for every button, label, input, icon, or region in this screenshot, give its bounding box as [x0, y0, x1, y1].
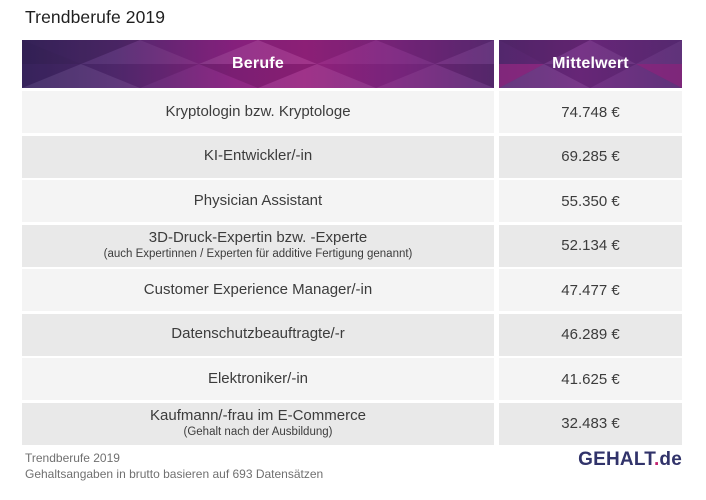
value-cell: 69.285 € [499, 135, 682, 178]
beruf-cell: Physician Assistant [22, 180, 494, 222]
logo-dot: . [653, 449, 660, 470]
header-label-mittelwert: Mittelwert [552, 55, 629, 72]
value-label: 47.477 € [561, 281, 620, 299]
beruf-note: (auch Expertinnen / Experten für additiv… [103, 247, 413, 260]
table-row: Physician Assistant 55.350 € [22, 180, 682, 222]
value-cell: 52.134 € [499, 224, 682, 267]
value-cell: 47.477 € [499, 269, 682, 311]
gehalt-de-logo: GEHALT.de [578, 449, 682, 471]
beruf-label: 3D-Druck-Expertin bzw. -Experte [148, 229, 368, 247]
beruf-note: (Gehalt nach der Ausbildung) [183, 425, 333, 438]
beruf-label: Physician Assistant [193, 191, 323, 209]
salary-table: Berufe [22, 40, 682, 447]
table-row: Elektroniker/-in 41.625 € [22, 358, 682, 400]
header-cell-berufe: Berufe [22, 40, 494, 88]
beruf-label: Datenschutzbeauftragte/-r [171, 325, 345, 343]
value-cell: 46.289 € [499, 313, 682, 356]
page-title: Trendberufe 2019 [25, 7, 166, 27]
source-note-line2: Gehaltsangaben in brutto basieren auf 69… [25, 467, 324, 482]
beruf-label: KI-Entwickler/-in [203, 147, 313, 165]
value-label: 69.285 € [561, 148, 620, 165]
beruf-label: Kryptologin bzw. Kryptologe [165, 102, 351, 120]
value-label: 74.748 € [561, 103, 620, 121]
value-label: 46.289 € [561, 326, 620, 343]
value-cell: 41.625 € [499, 358, 682, 400]
beruf-label: Elektroniker/-in [207, 369, 309, 387]
beruf-cell: Kaufmann/-frau im E-Commerce (Gehalt nac… [22, 402, 494, 445]
header-label-berufe: Berufe [232, 55, 284, 72]
header-pattern [22, 40, 494, 88]
value-label: 52.134 € [561, 237, 620, 254]
beruf-cell: 3D-Druck-Expertin bzw. -Experte (auch Ex… [22, 224, 494, 267]
table-row: Customer Experience Manager/-in 47.477 € [22, 269, 682, 311]
beruf-cell: KI-Entwickler/-in [22, 135, 494, 178]
table-row: Datenschutzbeauftragte/-r 46.289 € [22, 313, 682, 356]
logo-text-tld: de [659, 449, 682, 470]
header-cell-mittelwert: Mittelwert [499, 40, 682, 88]
logo-text-main: GEHALT [578, 449, 654, 470]
table-row: Kaufmann/-frau im E-Commerce (Gehalt nac… [22, 402, 682, 445]
header-pattern [499, 40, 682, 88]
source-note: Trendberufe 2019 Gehaltsangaben in brutt… [25, 450, 323, 482]
table-header-row: Berufe [22, 40, 682, 88]
value-cell: 55.350 € [499, 180, 682, 222]
table-row: 3D-Druck-Expertin bzw. -Experte (auch Ex… [22, 224, 682, 267]
beruf-cell: Customer Experience Manager/-in [22, 269, 494, 311]
value-cell: 32.483 € [499, 402, 682, 445]
value-label: 55.350 € [561, 192, 620, 210]
beruf-label: Customer Experience Manager/-in [143, 280, 373, 298]
beruf-cell: Elektroniker/-in [22, 358, 494, 400]
value-label: 41.625 € [561, 370, 620, 388]
beruf-cell: Datenschutzbeauftragte/-r [22, 313, 494, 356]
table-row: Kryptologin bzw. Kryptologe 74.748 € [22, 91, 682, 133]
beruf-cell: Kryptologin bzw. Kryptologe [22, 91, 494, 133]
value-label: 32.483 € [561, 415, 620, 432]
beruf-label: Kaufmann/-frau im E-Commerce [150, 407, 366, 425]
value-cell: 74.748 € [499, 91, 682, 133]
table-row: KI-Entwickler/-in 69.285 € [22, 135, 682, 178]
source-note-line1: Trendberufe 2019 [25, 451, 120, 465]
